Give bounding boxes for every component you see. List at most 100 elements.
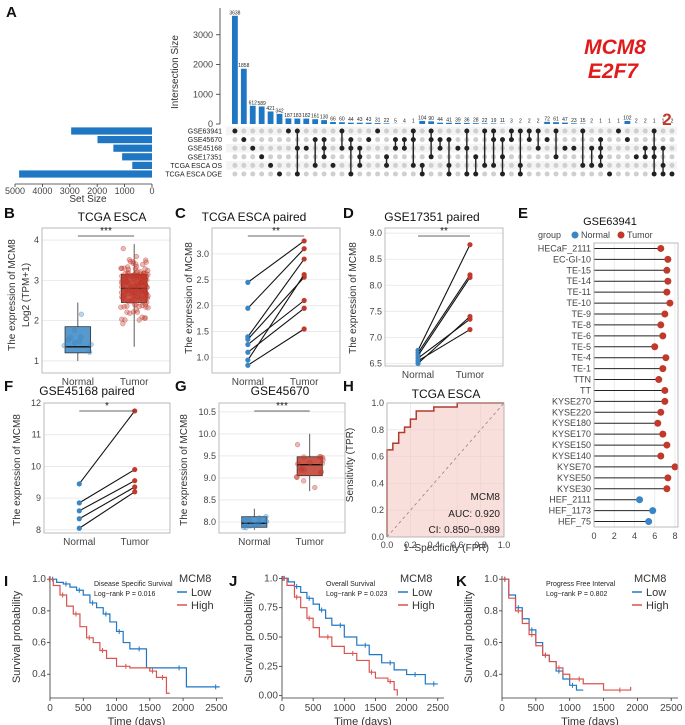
matrix-dot-inactive [598, 171, 604, 177]
panel-f-paired: GSE45168 paired The expression of MCM8 8… [12, 384, 171, 548]
tumor-point [467, 326, 473, 333]
matrix-dot-active [285, 128, 291, 134]
matrix-dot-inactive [375, 171, 381, 177]
intersection-bar-value: 1 [653, 118, 656, 124]
matrix-dot-active [277, 171, 282, 177]
matrix-dot-inactive [615, 171, 621, 177]
matrix-dot-inactive [669, 145, 675, 151]
plot-area [212, 228, 340, 373]
matrix-dot-active [562, 145, 568, 151]
intersection-bar [240, 68, 247, 124]
roc-curve [386, 402, 504, 537]
panel-d-title: GSE17351 paired [384, 210, 479, 224]
data-point [133, 263, 140, 270]
low-curve [50, 578, 220, 688]
intersection-bar-value: 2 [519, 118, 522, 124]
lollipop-head [671, 463, 679, 471]
plot-area [594, 243, 678, 527]
intersection-bar-value: 1 [617, 118, 620, 124]
matrix-dot-inactive [232, 154, 238, 160]
group-label-tumor: Tumor [120, 537, 149, 548]
matrix-row-band [226, 126, 677, 136]
data-point [136, 295, 143, 302]
matrix-dot-inactive [562, 137, 568, 143]
set-size-bar [113, 144, 152, 152]
panel-i-km: 0.4 0.6 0.8 1.0 0 500 1000 1500 2000 2500 Disease … [11, 573, 228, 725]
matrix-dot-active [624, 137, 630, 143]
km-legend-title: MCM8 [179, 573, 211, 585]
matrix-dot-active [250, 145, 256, 151]
xtick-label: 2000 [626, 703, 649, 714]
matrix-dot-active [455, 145, 461, 151]
matrix-dot-inactive [669, 137, 675, 143]
normal-point [76, 516, 82, 522]
cell-line-label: TE-11 [567, 287, 591, 297]
matrix-dot-active [669, 171, 675, 177]
panel-label-a: A [6, 4, 17, 21]
intersection-bar-value: 43 [357, 117, 363, 123]
matrix-dot-inactive [401, 154, 407, 160]
km-xlabel: Time (days) [334, 716, 392, 725]
intersection-bar-value: 161 [311, 114, 320, 120]
intersection-bar [463, 122, 470, 124]
ytick-label: 1.5 [196, 327, 209, 337]
lollipop-head [663, 266, 671, 274]
cell-line-label: TE-4 [571, 353, 591, 363]
intersection-bar [383, 123, 390, 124]
lollipop-head [655, 376, 663, 384]
data-point [144, 285, 150, 291]
cell-line-label: EC-GI-10 [553, 254, 591, 264]
matrix-dot-inactive [562, 162, 568, 168]
lollipop-head [654, 419, 662, 427]
intersection-bar-value: 22 [482, 118, 488, 124]
intersection-bar [446, 122, 452, 124]
matrix-dot-inactive [339, 171, 345, 177]
plot-frame [386, 402, 505, 538]
matrix-dot-inactive [410, 171, 416, 177]
intersection-bar [419, 120, 426, 124]
panel-label-k: K [456, 573, 467, 590]
ytick-label: 0.4 [32, 669, 46, 680]
matrix-dot-inactive [303, 137, 309, 143]
cell-line-label: HEF_2111 [549, 495, 591, 505]
intersection-bar-value: 2 [528, 118, 531, 124]
intersection-bar-value: 36 [464, 117, 470, 123]
matrix-dot-active [330, 162, 336, 168]
matrix-dot-inactive [357, 171, 363, 177]
plot-area [44, 403, 170, 533]
upset-ylabel: Intersection Size [170, 35, 181, 109]
upset-xlabel: Set Size [69, 194, 107, 205]
lollipop-head [636, 496, 644, 504]
matrix-dot-inactive [607, 162, 613, 168]
matrix-dot-inactive [375, 154, 381, 160]
panel-f-ylabel: The expression of MCM8 [12, 414, 23, 526]
set-size-tick-label: 2000 [87, 186, 107, 196]
matrix-dot-inactive [241, 145, 247, 151]
matrix-dot-inactive [428, 171, 434, 177]
intersection-bar [294, 118, 301, 124]
cell-line-label: TE-5 [571, 342, 591, 352]
matrix-dot-inactive [321, 162, 327, 168]
matrix-dot-inactive [589, 128, 595, 134]
set-size-bar [122, 153, 152, 161]
data-point [121, 304, 127, 310]
cell-line-label: KYSE30 [557, 484, 591, 494]
intersection-bar-value: 47 [562, 117, 568, 123]
data-point [241, 516, 247, 522]
tumor-point [467, 274, 473, 281]
matrix-dot-inactive [366, 171, 372, 177]
matrix-dot-active [241, 137, 247, 143]
pair-line [247, 258, 305, 338]
data-point [143, 304, 149, 310]
matrix-dot-inactive [571, 171, 577, 177]
high-curve [502, 578, 632, 691]
matrix-dot-inactive [660, 137, 666, 143]
lollipop-head [659, 365, 667, 373]
intersection-bar [330, 122, 336, 124]
plot-area [219, 403, 345, 533]
km-title: Overall Survival [326, 581, 375, 588]
intersection-bar-value: 2 [644, 118, 647, 124]
matrix-dot-inactive [285, 137, 291, 143]
matrix-dot-inactive [660, 128, 666, 134]
cell-line-label: HECaF_2111 [538, 243, 591, 253]
